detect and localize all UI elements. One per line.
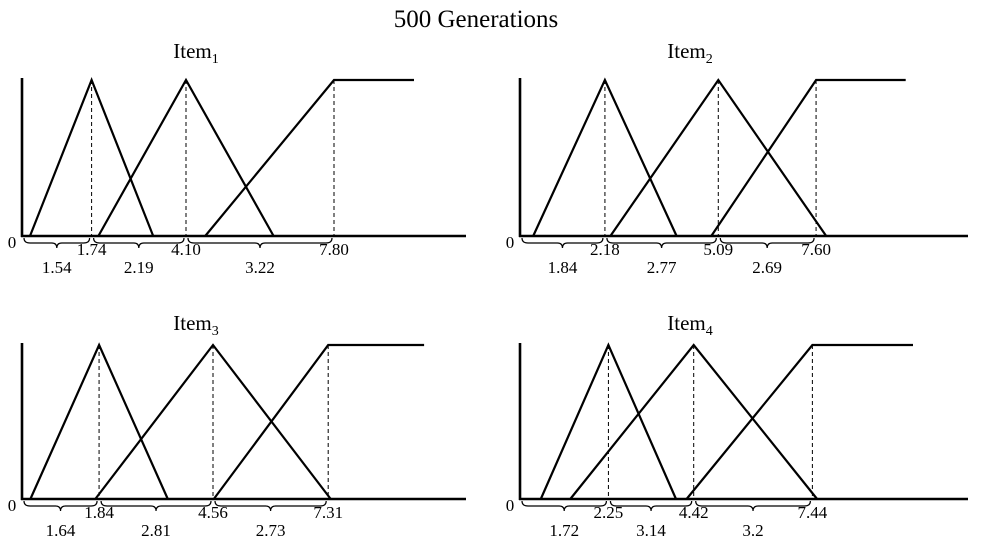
membership-function-2 bbox=[94, 343, 332, 500]
width-label-3: 3.22 bbox=[245, 258, 275, 277]
peak-label-2: 4.56 bbox=[198, 503, 228, 522]
panel-title-text: Item bbox=[173, 311, 211, 335]
origin-label: 0 bbox=[8, 496, 17, 515]
panel-title-text: Item bbox=[667, 39, 705, 63]
chart-panel-3: Item3 0 1.64 2.81 2.73 1.84 4.56 7.31 bbox=[8, 311, 466, 536]
width-label-1: 1.54 bbox=[42, 258, 72, 277]
width-label-3: 2.73 bbox=[256, 521, 286, 536]
membership-function-1 bbox=[29, 342, 169, 500]
peak-label-3: 7.44 bbox=[798, 503, 828, 522]
panel-title-text: Item bbox=[667, 311, 705, 335]
membership-function-3 bbox=[204, 78, 414, 237]
peak-label-1: 2.25 bbox=[594, 503, 624, 522]
width-brace-1 bbox=[521, 500, 608, 512]
membership-function-2 bbox=[609, 78, 828, 237]
panel-title: Item1 bbox=[173, 39, 218, 67]
width-brace-2 bbox=[93, 237, 185, 249]
width-label-1: 1.72 bbox=[549, 521, 579, 536]
peak-label-2: 4.10 bbox=[171, 240, 201, 259]
panel-title: Item2 bbox=[667, 39, 712, 67]
panel-title: Item4 bbox=[667, 311, 712, 339]
width-label-2: 2.81 bbox=[141, 521, 171, 536]
width-label-2: 2.77 bbox=[647, 258, 677, 277]
panel-title-subscript: 2 bbox=[706, 52, 713, 67]
width-brace-3 bbox=[695, 500, 811, 512]
width-label-1: 1.84 bbox=[548, 258, 578, 277]
width-brace-1 bbox=[23, 500, 98, 512]
panel-title-text: Item bbox=[173, 39, 211, 63]
width-brace-3 bbox=[214, 500, 327, 512]
peak-label-1: 2.18 bbox=[590, 240, 620, 259]
membership-function-2 bbox=[569, 343, 818, 500]
width-brace-2 bbox=[606, 237, 717, 249]
membership-function-1 bbox=[539, 342, 678, 500]
width-brace-3 bbox=[719, 237, 815, 249]
panel-title: Item3 bbox=[173, 311, 218, 339]
chart-panel-1: Item1 0 1.54 2.19 3.22 1.74 4.10 7.80 bbox=[8, 39, 466, 277]
membership-function-1 bbox=[532, 77, 678, 237]
width-brace-2 bbox=[609, 500, 693, 512]
width-label-3: 2.69 bbox=[752, 258, 782, 277]
membership-function-3 bbox=[212, 343, 425, 500]
peak-label-2: 5.09 bbox=[703, 240, 733, 259]
width-brace-1 bbox=[23, 237, 91, 249]
origin-label: 0 bbox=[8, 233, 17, 252]
peak-label-3: 7.60 bbox=[801, 240, 831, 259]
membership-function-3 bbox=[685, 343, 913, 500]
width-label-1: 1.64 bbox=[46, 521, 76, 536]
width-brace-1 bbox=[521, 237, 604, 249]
peak-label-1: 1.74 bbox=[77, 240, 107, 259]
origin-label: 0 bbox=[506, 233, 515, 252]
chart-panel-4: Item4 0 1.72 3.14 3.2 2.25 4.42 7.44 bbox=[506, 311, 968, 536]
membership-function-2 bbox=[97, 77, 275, 237]
origin-label: 0 bbox=[506, 496, 515, 515]
width-label-2: 2.19 bbox=[124, 258, 154, 277]
panel-title-subscript: 4 bbox=[706, 324, 713, 339]
figure-title: 500 Generations bbox=[394, 6, 559, 33]
membership-function-1 bbox=[28, 77, 155, 237]
peak-label-2: 4.42 bbox=[679, 503, 709, 522]
chart-panel-2: Item2 0 1.84 2.77 2.69 2.18 5.09 7.60 bbox=[506, 39, 968, 277]
peak-label-1: 1.84 bbox=[84, 503, 114, 522]
peak-label-3: 7.31 bbox=[313, 503, 343, 522]
panel-title-subscript: 3 bbox=[212, 324, 219, 339]
width-brace-3 bbox=[187, 237, 333, 249]
width-brace-2 bbox=[100, 500, 212, 512]
membership-function-3 bbox=[710, 78, 906, 237]
panel-title-subscript: 1 bbox=[212, 52, 219, 67]
width-label-3: 3.2 bbox=[742, 521, 763, 536]
width-label-2: 3.14 bbox=[636, 521, 666, 536]
peak-label-3: 7.80 bbox=[319, 240, 349, 259]
